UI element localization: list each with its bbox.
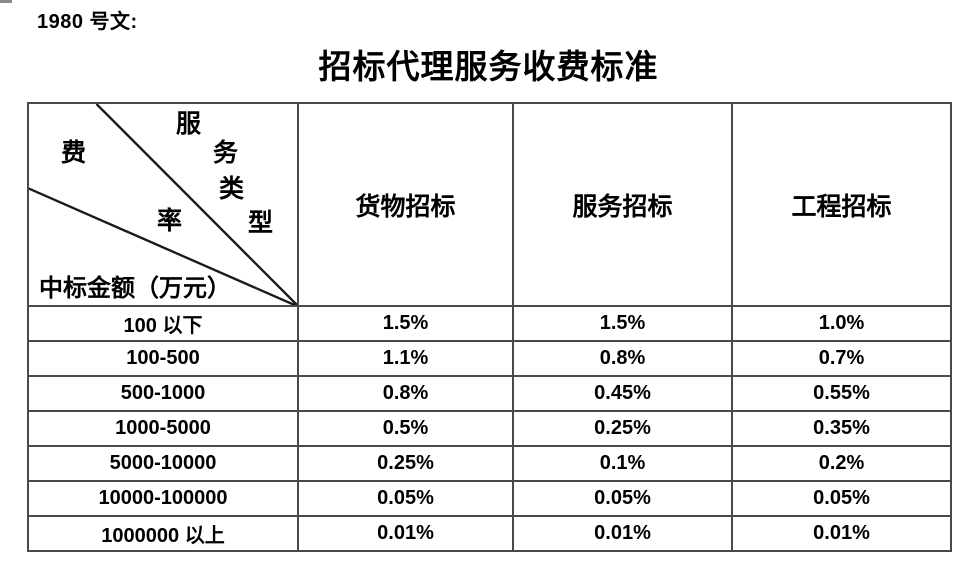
value-cell: 0.05%	[512, 480, 733, 517]
col-axis-char: 类	[219, 176, 245, 203]
header-row: 服 务 类 型 费 率 中标金额（万元） 货物招标 服务招标 工程招标	[27, 102, 952, 307]
row-label-cell: 100 以下	[27, 305, 299, 342]
row-label-cell: 5000-10000	[27, 445, 299, 482]
table-row: 1000-5000 0.5% 0.25% 0.35%	[27, 410, 952, 447]
row-label-cell: 10000-100000	[27, 480, 299, 517]
value-cell: 0.25%	[297, 445, 514, 482]
row-label-cell: 100-500	[27, 340, 299, 377]
row-label-cell: 500-1000	[27, 375, 299, 412]
col-axis-char: 型	[248, 210, 274, 237]
value-cell: 1.0%	[731, 305, 952, 342]
value-cell: 1.5%	[512, 305, 733, 342]
value-cell: 0.25%	[512, 410, 733, 447]
value-cell: 0.5%	[297, 410, 514, 447]
value-cell: 0.8%	[512, 340, 733, 377]
row-axis-char: 率	[157, 208, 183, 235]
value-cell: 0.01%	[297, 515, 514, 552]
row-label-cell: 1000000 以上	[27, 515, 299, 552]
table-row: 100-500 1.1% 0.8% 0.7%	[27, 340, 952, 377]
value-cell: 0.8%	[297, 375, 514, 412]
table-row: 5000-10000 0.25% 0.1% 0.2%	[27, 445, 952, 482]
value-cell: 0.01%	[512, 515, 733, 552]
column-header-goods: 货物招标	[297, 102, 514, 307]
value-cell: 0.1%	[512, 445, 733, 482]
fee-table: 服 务 类 型 费 率 中标金额（万元） 货物招标 服务招标 工程招标 100 …	[27, 102, 952, 552]
table-row: 10000-100000 0.05% 0.05% 0.05%	[27, 480, 952, 517]
value-cell: 0.05%	[731, 480, 952, 517]
value-cell: 0.45%	[512, 375, 733, 412]
value-cell: 1.5%	[297, 305, 514, 342]
diagonal-line-upper	[95, 105, 296, 304]
col-axis-char: 务	[213, 140, 239, 167]
doc-number-label: 1980 号文:	[37, 11, 138, 33]
column-header-services: 服务招标	[512, 102, 733, 307]
col-axis-char: 服	[176, 111, 202, 138]
value-cell: 1.1%	[297, 340, 514, 377]
table-row: 100 以下 1.5% 1.5% 1.0%	[27, 305, 952, 342]
value-cell: 0.55%	[731, 375, 952, 412]
diagonal-header-cell: 服 务 类 型 费 率 中标金额（万元）	[27, 102, 299, 307]
diagonal-lines-graphic	[30, 105, 296, 304]
value-cell: 0.05%	[297, 480, 514, 517]
page-title: 招标代理服务收费标准	[318, 50, 659, 86]
value-cell: 0.2%	[731, 445, 952, 482]
value-cell: 0.01%	[731, 515, 952, 552]
diagonal-line-lower	[30, 187, 296, 304]
row-label-cell: 1000-5000	[27, 410, 299, 447]
column-header-engineering: 工程招标	[731, 102, 952, 307]
screen-edge-artifact	[0, 0, 12, 3]
value-cell: 0.35%	[731, 410, 952, 447]
value-cell: 0.7%	[731, 340, 952, 377]
table-row: 500-1000 0.8% 0.45% 0.55%	[27, 375, 952, 412]
row-axis-char: 费	[61, 140, 87, 167]
table-row: 1000000 以上 0.01% 0.01% 0.01%	[27, 515, 952, 552]
row-axis-title: 中标金额（万元）	[39, 276, 231, 302]
